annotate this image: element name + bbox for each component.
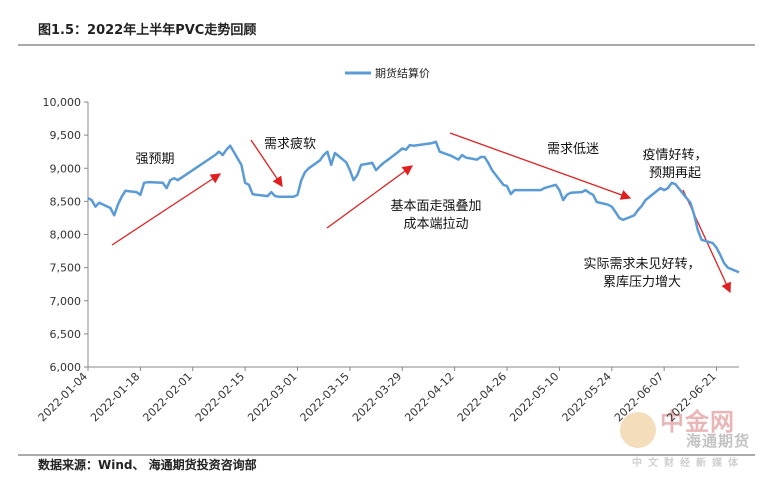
annotation: 累库压力增大 — [603, 274, 681, 290]
watermark-text: 中文财经新媒体 — [632, 456, 744, 469]
legend-label: 期货结算价 — [375, 66, 430, 80]
x-tick-label: 2022-04-12 — [402, 370, 456, 424]
chart-title: 图1.5：2022年上半年PVC走势回顾 — [38, 22, 256, 38]
x-tick-label: 2022-01-18 — [88, 370, 142, 424]
price-line — [87, 140, 740, 274]
y-tick-label: 10,000 — [43, 96, 82, 109]
watermark-text: 海通期货 — [686, 432, 750, 450]
y-tick-label: 7,500 — [50, 262, 82, 275]
x-tick-label: 2022-04-26 — [455, 370, 509, 424]
annotation: 预期再起 — [649, 166, 701, 181]
x-tick-label: 2022-05-24 — [560, 370, 614, 424]
x-tick-label: 2022-05-10 — [507, 370, 561, 424]
x-tick-label: 2022-03-29 — [350, 370, 404, 424]
y-tick-label: 6,000 — [50, 361, 82, 374]
annotation: 实际需求未见好转， — [583, 257, 700, 272]
watermark-text: 中金网 — [660, 408, 735, 436]
source-note: 数据来源：Wind、 海通期货投资咨询部 — [38, 457, 257, 472]
annotation: 强预期 — [135, 152, 174, 167]
x-tick-label: 2022-03-15 — [298, 370, 352, 424]
annotation: 需求疲软 — [264, 136, 316, 152]
y-tick-label: 9,000 — [50, 162, 82, 175]
annotation: 基本面走强叠加 — [390, 199, 481, 214]
y-tick-label: 8,000 — [50, 229, 82, 242]
y-tick-label: 8,500 — [50, 195, 82, 208]
x-tick-label: 2022-02-01 — [140, 370, 194, 424]
annotation: 需求低迷 — [547, 142, 599, 157]
y-tick-label: 7,000 — [50, 295, 82, 308]
annotation: 成本端拉动 — [403, 217, 468, 232]
y-tick-label: 6,500 — [50, 328, 82, 341]
x-tick-label: 2022-02-15 — [193, 370, 247, 424]
x-tick-label: 2022-01-04 — [36, 370, 90, 424]
y-tick-label: 9,500 — [50, 129, 82, 142]
annotation: 疫情好转， — [642, 147, 707, 163]
x-tick-label: 2022-03-01 — [245, 370, 299, 424]
